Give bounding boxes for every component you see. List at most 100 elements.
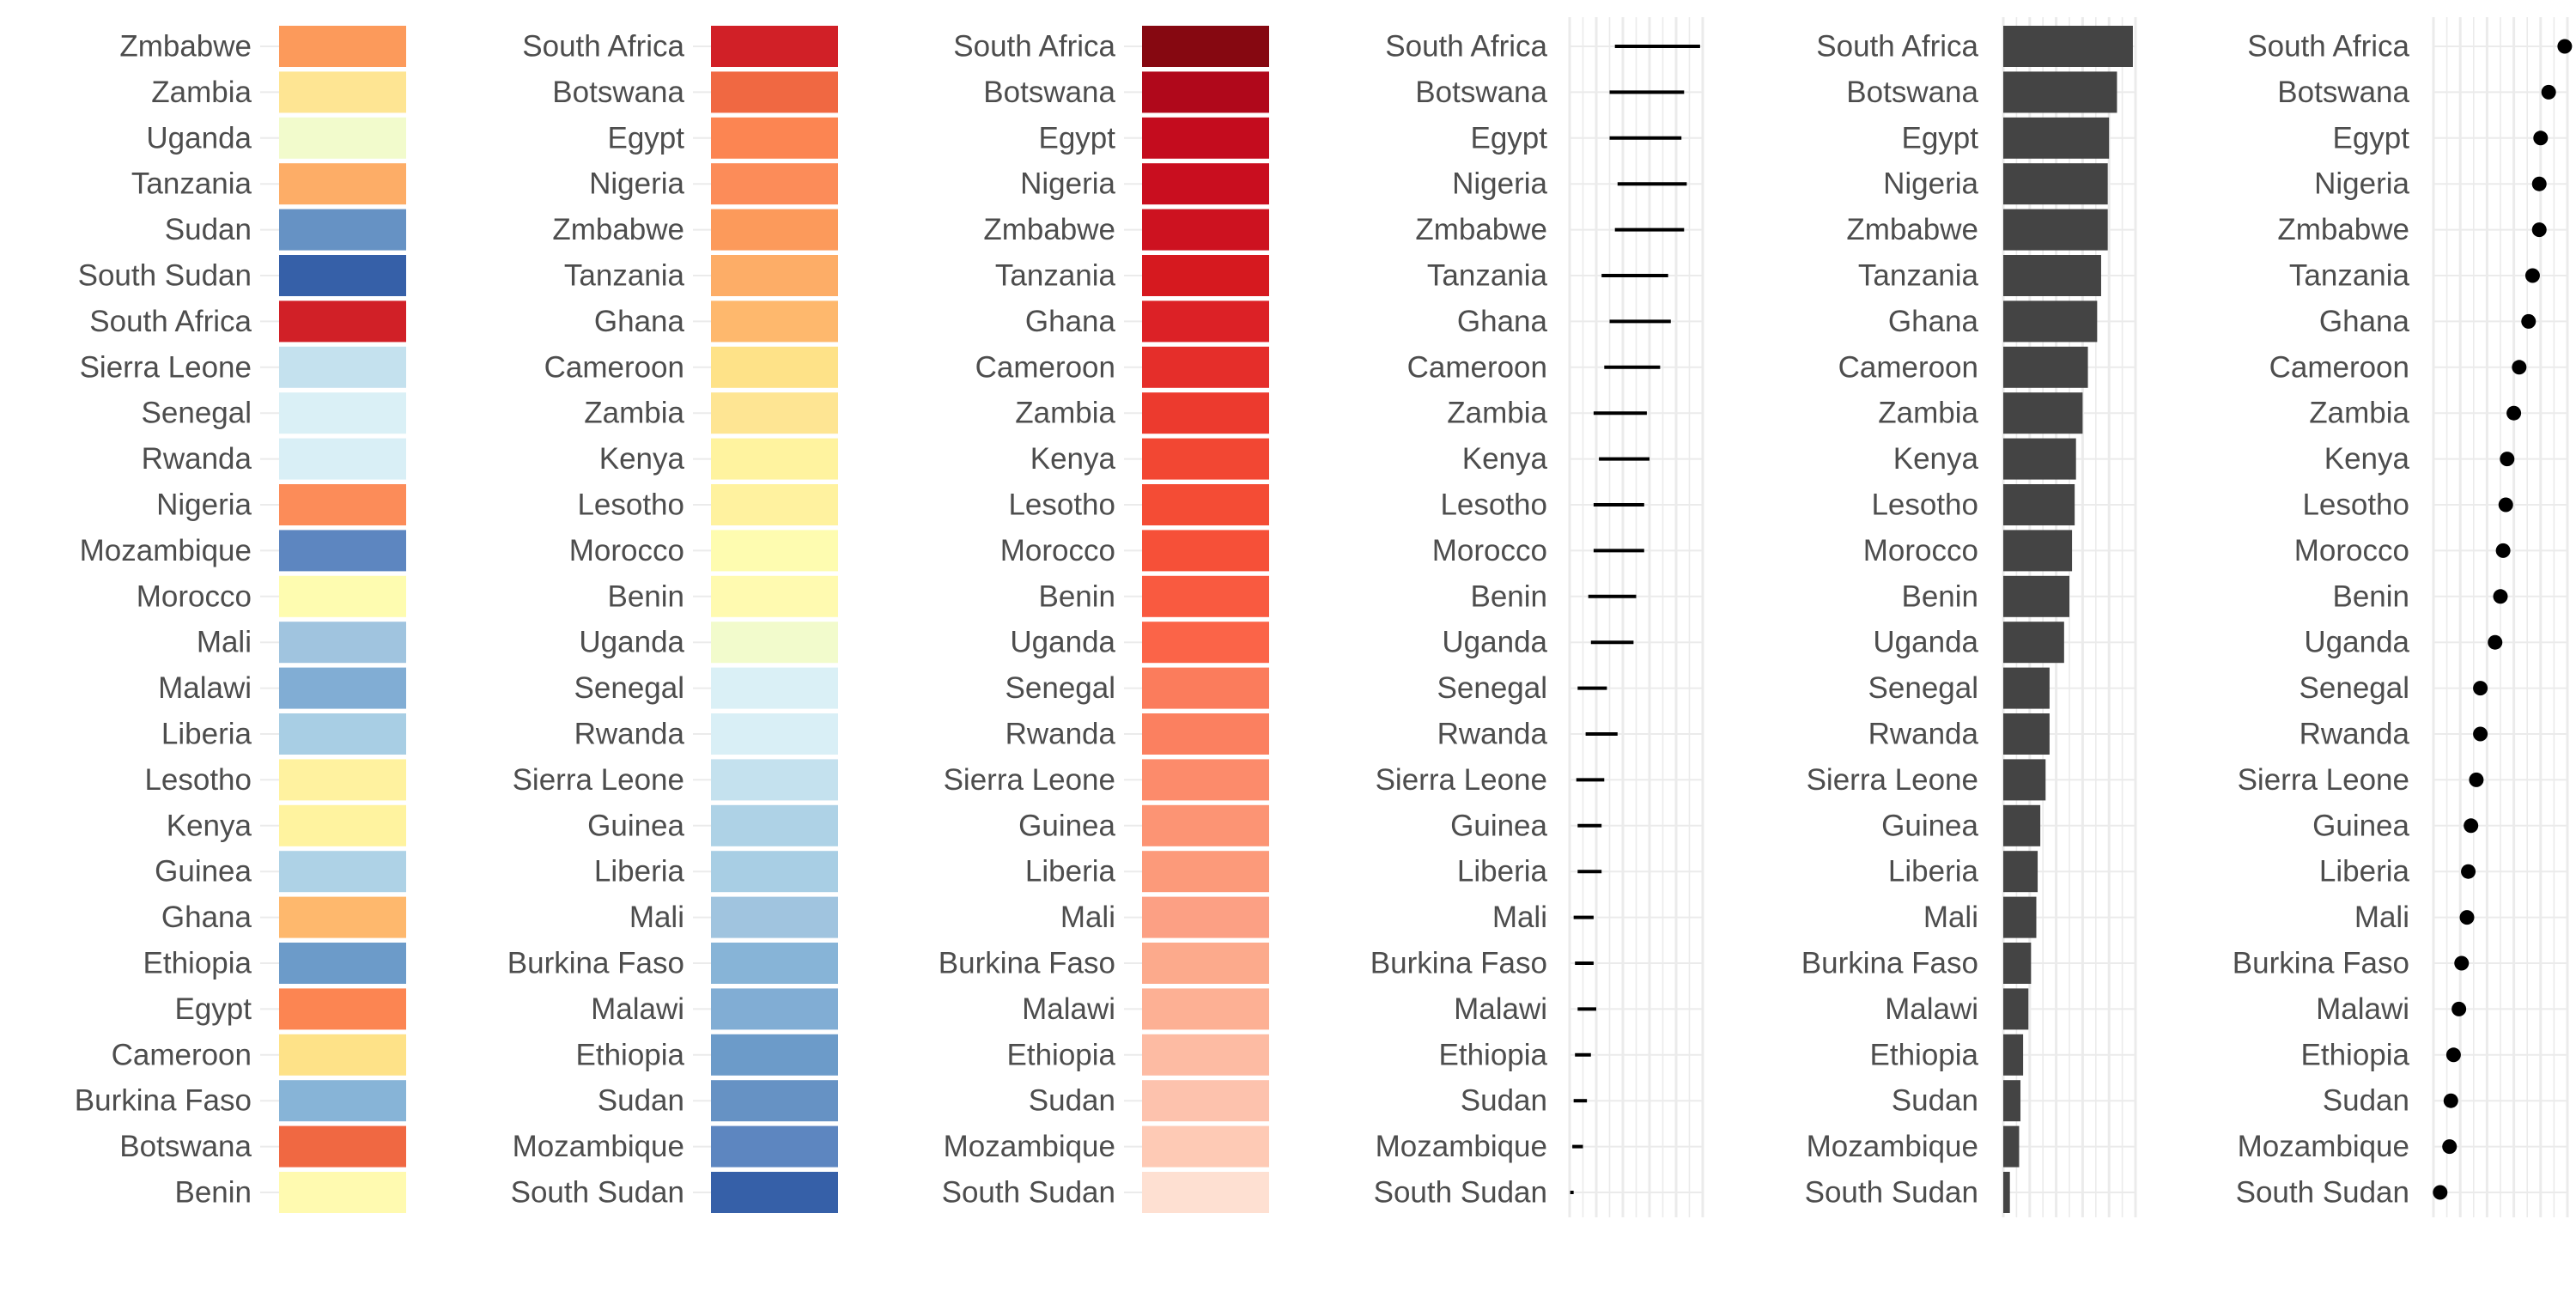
category-label: Benin bbox=[174, 1176, 252, 1210]
category-label: Malawi bbox=[591, 992, 684, 1026]
category-label: Sudan bbox=[165, 213, 252, 246]
category-label: Uganda bbox=[1442, 626, 1547, 659]
category-label: Sudan bbox=[1892, 1084, 1978, 1118]
bar bbox=[2003, 530, 2073, 572]
category-label: Mali bbox=[2354, 901, 2409, 934]
category-label: Sudan bbox=[2323, 1084, 2409, 1118]
data-point bbox=[2541, 84, 2556, 100]
category-label: Benin bbox=[2332, 579, 2409, 613]
color-tile bbox=[1142, 943, 1269, 984]
color-tile bbox=[711, 713, 838, 755]
data-point bbox=[2493, 589, 2508, 604]
bar bbox=[2003, 255, 2101, 296]
bar bbox=[2003, 71, 2117, 113]
panel-4-category-labels: South Africa Botswana Egypt Nigeria Zmbabwe T… bbox=[1370, 30, 1548, 1210]
panel-4 bbox=[1568, 17, 1704, 1217]
category-label: Ethiopia bbox=[143, 947, 252, 980]
bar bbox=[2003, 392, 2083, 434]
category-label: Nigeria bbox=[156, 488, 252, 522]
color-tile bbox=[279, 484, 406, 525]
color-tile bbox=[711, 851, 838, 893]
category-label: Burkina Faso bbox=[2233, 947, 2409, 980]
category-label: Burkina Faso bbox=[1370, 947, 1547, 980]
category-label: Guinea bbox=[155, 855, 252, 889]
category-label: South Africa bbox=[1385, 30, 1547, 64]
color-tile bbox=[1142, 1080, 1269, 1122]
category-label: Malawi bbox=[2316, 992, 2409, 1026]
category-label: Rwanda bbox=[1868, 718, 1979, 751]
category-label: Benin bbox=[1038, 579, 1115, 613]
color-tile bbox=[711, 1080, 838, 1122]
category-label: Ethiopia bbox=[1007, 1038, 1116, 1071]
category-label: Mozambique bbox=[1807, 1130, 1978, 1163]
category-label: Ethiopia bbox=[2301, 1038, 2410, 1071]
color-tile bbox=[279, 392, 406, 434]
color-tile bbox=[279, 622, 406, 664]
category-label: Mali bbox=[1060, 901, 1115, 934]
panel-2 bbox=[693, 26, 838, 1213]
color-tile bbox=[711, 26, 838, 67]
color-tile bbox=[1142, 667, 1269, 709]
color-tile bbox=[279, 1080, 406, 1122]
data-point bbox=[2531, 222, 2547, 238]
bar bbox=[2003, 667, 2050, 709]
color-tile bbox=[711, 667, 838, 709]
color-tile bbox=[279, 71, 406, 113]
category-label: Nigeria bbox=[1452, 167, 1547, 201]
category-label: Liberia bbox=[1457, 855, 1548, 889]
category-label: Morocco bbox=[569, 534, 684, 567]
bar bbox=[2003, 1080, 2021, 1122]
category-label: Nigeria bbox=[1883, 167, 1978, 201]
category-label: Kenya bbox=[1030, 442, 1116, 476]
category-label: Lesotho bbox=[144, 763, 252, 797]
color-tile bbox=[711, 163, 838, 205]
panel-5 bbox=[2002, 17, 2137, 1217]
color-tile bbox=[279, 943, 406, 984]
color-tile bbox=[1142, 713, 1269, 755]
category-label: Lesotho bbox=[577, 488, 684, 522]
data-point bbox=[2473, 726, 2488, 742]
bar bbox=[2003, 943, 2032, 984]
category-label: Kenya bbox=[1462, 442, 1548, 476]
category-label: Liberia bbox=[1888, 855, 1979, 889]
category-label: Rwanda bbox=[142, 442, 252, 476]
panel-3 bbox=[1124, 26, 1269, 1213]
color-tile bbox=[711, 346, 838, 388]
category-label: Mali bbox=[1492, 901, 1547, 934]
category-label: Liberia bbox=[2319, 855, 2410, 889]
data-point bbox=[2451, 1001, 2467, 1016]
data-point bbox=[2500, 452, 2515, 467]
category-label: Zambia bbox=[584, 397, 684, 430]
color-tile bbox=[1142, 622, 1269, 664]
category-label: Morocco bbox=[2294, 534, 2409, 567]
category-label: Lesotho bbox=[1440, 488, 1547, 522]
color-tile bbox=[1142, 26, 1269, 67]
category-label: Senegal bbox=[2300, 671, 2409, 705]
bar bbox=[2003, 896, 2037, 938]
panel-6 bbox=[2432, 17, 2573, 1217]
color-tile bbox=[1142, 804, 1269, 846]
category-label: Mozambique bbox=[513, 1130, 684, 1163]
color-tile bbox=[1142, 300, 1269, 343]
color-tile bbox=[279, 667, 406, 709]
data-point bbox=[2488, 634, 2503, 650]
category-label: Zmbabwe bbox=[2277, 213, 2409, 246]
bar bbox=[2003, 622, 2064, 664]
data-point bbox=[2531, 176, 2547, 191]
data-point bbox=[2469, 772, 2484, 787]
category-label: Cameroon bbox=[112, 1038, 252, 1071]
color-tile bbox=[711, 530, 838, 572]
color-tile bbox=[1142, 759, 1269, 801]
color-tile bbox=[1142, 530, 1269, 572]
color-tile bbox=[279, 255, 406, 296]
category-label: Ghana bbox=[594, 305, 685, 338]
category-label: Mozambique bbox=[2238, 1130, 2409, 1163]
data-point bbox=[2557, 39, 2573, 54]
color-tile bbox=[279, 804, 406, 846]
category-label: South Africa bbox=[953, 30, 1115, 64]
category-label: Zmbabwe bbox=[119, 30, 252, 64]
category-label: Cameroon bbox=[975, 350, 1115, 384]
category-label: Sudan bbox=[1461, 1084, 1547, 1118]
